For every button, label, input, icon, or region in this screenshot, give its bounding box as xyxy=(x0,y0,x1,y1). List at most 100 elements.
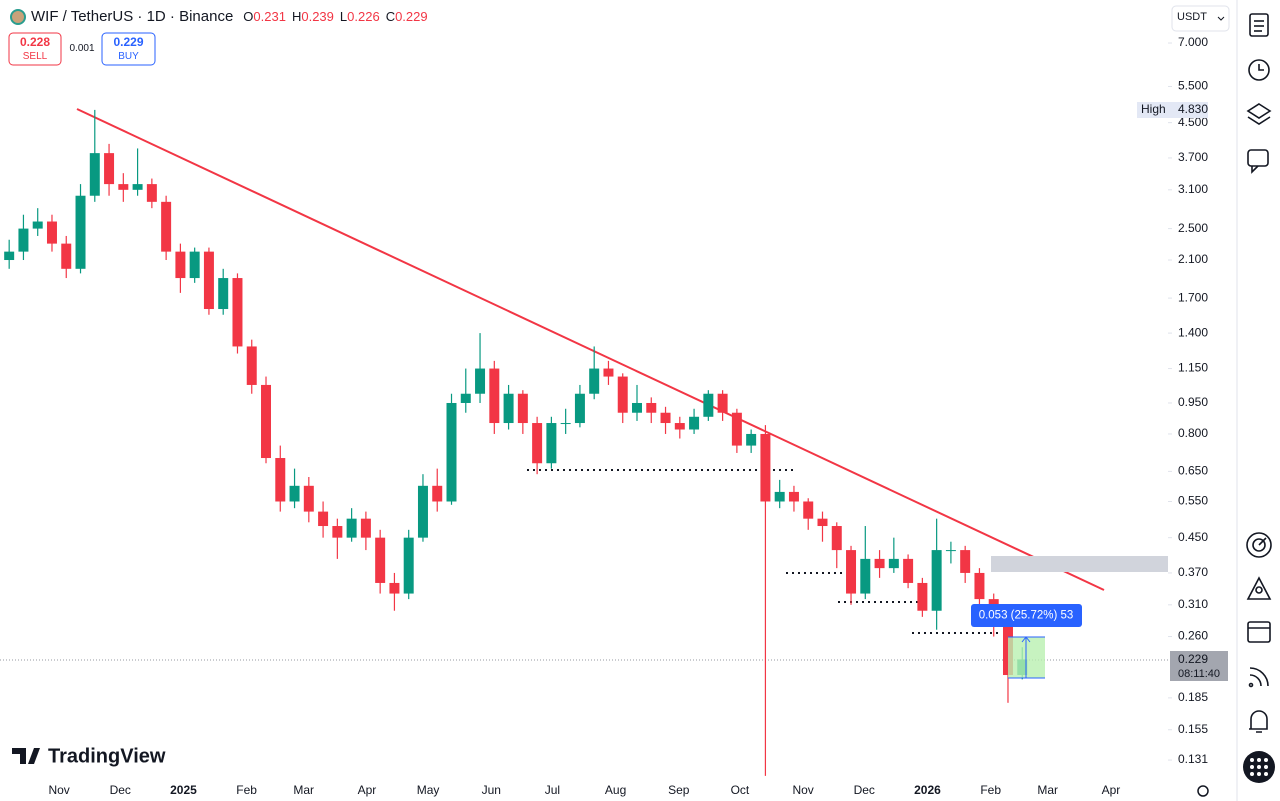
candle-body xyxy=(246,346,257,385)
buy: 0.229 BUY xyxy=(102,35,155,62)
y-tick-label: 0.260 xyxy=(1178,629,1208,643)
candle-body xyxy=(89,153,100,196)
right-toolbar[interactable] xyxy=(1246,13,1272,733)
candle-body xyxy=(446,402,457,502)
symbol: WIF / TetherUS · 1D · Binance xyxy=(31,8,234,25)
candle-body xyxy=(261,384,272,459)
candle-body xyxy=(175,251,186,279)
ohlc-value: 0.226 xyxy=(347,9,380,24)
currency-select[interactable] xyxy=(1171,5,1230,32)
ohlc-value: 0.229 xyxy=(395,9,428,24)
settings-icon[interactable] xyxy=(1197,785,1209,797)
candle-body xyxy=(189,251,200,279)
y-tick-label: 2.100 xyxy=(1178,252,1208,266)
candle-body xyxy=(503,393,514,424)
candle-body xyxy=(774,491,785,502)
ohlc-key: O xyxy=(243,9,254,24)
candle-body xyxy=(218,278,229,310)
candle-body xyxy=(803,501,814,519)
price-axis: 7.000 5.500 4.500 3.700 3.100 2.500 2.100 1.700… xyxy=(48,35,1208,797)
x-tick-label: May xyxy=(417,783,440,797)
ohlc-value: 0.231 xyxy=(253,9,286,24)
y-tick-label: 0.800 xyxy=(1178,426,1208,440)
x-tick-label: Mar xyxy=(293,783,314,797)
candle-body xyxy=(75,195,86,269)
candle-body xyxy=(475,368,486,394)
sell-button[interactable] xyxy=(8,32,62,66)
sell-label: SELL xyxy=(22,51,48,62)
candle-body xyxy=(760,433,771,502)
candle-body xyxy=(603,368,614,377)
candle-body xyxy=(974,572,985,600)
candle-body xyxy=(332,526,343,538)
candle-body xyxy=(318,511,329,527)
y-tick-label: 0.550 xyxy=(1178,494,1208,508)
candle-body xyxy=(18,228,29,252)
candle-body xyxy=(903,558,914,583)
buy-button[interactable] xyxy=(101,32,156,66)
ohlc-item: C0.229 xyxy=(386,9,428,24)
y-tick-label: 1.400 xyxy=(1178,325,1208,339)
candle-body xyxy=(460,393,471,403)
candle-body xyxy=(960,550,971,573)
candle-body xyxy=(689,416,700,430)
candle-body xyxy=(517,393,528,424)
candle-body xyxy=(703,393,714,417)
x-tick-label: Dec xyxy=(110,783,131,797)
measure-tool xyxy=(971,604,1082,679)
x-tick-label: Sep xyxy=(668,783,690,797)
candle-body xyxy=(161,201,172,252)
candle-body xyxy=(888,558,899,569)
candle-body xyxy=(831,526,842,551)
candle-body xyxy=(360,518,371,538)
ohlc-item: L0.226 xyxy=(340,9,380,24)
x-tick-label: Nov xyxy=(48,783,69,797)
candle-body xyxy=(146,184,157,202)
y-tick-label: 4.500 xyxy=(1178,115,1208,129)
x-tick-label: Jun xyxy=(482,783,501,797)
candle-body xyxy=(617,376,628,413)
y-tick-label: 3.100 xyxy=(1178,182,1208,196)
candle-body xyxy=(788,491,799,502)
sell-price: 0.228 xyxy=(19,35,51,49)
x-tick-label: 2026 xyxy=(914,783,941,797)
y-tick-label: 1.700 xyxy=(1178,290,1208,304)
candle-body xyxy=(546,423,557,464)
x-tick-label: Aug xyxy=(605,783,626,797)
candle-body xyxy=(46,221,57,244)
x-tick-label: Mar xyxy=(1037,783,1058,797)
candle-body xyxy=(61,243,72,269)
x-tick-label: Jul xyxy=(545,783,560,797)
sell: 0.228 SELL xyxy=(9,35,61,62)
candle-body xyxy=(817,518,828,527)
candle-body xyxy=(489,368,500,424)
candle-body xyxy=(917,582,928,611)
ohlc-item: O0.231 xyxy=(243,9,286,24)
x-tick-label: Oct xyxy=(731,783,750,797)
logo-mark xyxy=(12,748,40,764)
candle-body xyxy=(646,402,657,413)
candle-body xyxy=(846,550,857,594)
more-dots xyxy=(1250,758,1268,776)
candle-body xyxy=(232,278,243,347)
y-tick-label: 0.131 xyxy=(1178,752,1208,766)
candle-body xyxy=(417,485,428,538)
candle-body xyxy=(731,412,742,446)
candle-body xyxy=(931,550,942,611)
ohlc-item: H0.239 xyxy=(292,9,334,24)
candle-body xyxy=(289,485,300,502)
currency[interactable]: USDT xyxy=(1177,11,1207,23)
candle-body xyxy=(303,485,314,512)
symbol-row: WIF / TetherUS · 1D · Binance O0.231 H0.2… xyxy=(31,8,428,25)
y-tick-label: 0.370 xyxy=(1178,565,1208,579)
x-tick-label: 2025 xyxy=(170,783,197,797)
ohlc: O0.231 H0.239 L0.226 C0.229 xyxy=(243,8,427,25)
high-marker-label: High xyxy=(1141,102,1166,116)
high-marker-value: 4.830 xyxy=(1178,102,1208,116)
x-tick-label: Nov xyxy=(792,783,813,797)
candle-body xyxy=(375,537,386,583)
candle-body xyxy=(389,582,400,594)
y-tick-label: 2.500 xyxy=(1178,221,1208,235)
y-tick-label: 7.000 xyxy=(1178,35,1208,49)
